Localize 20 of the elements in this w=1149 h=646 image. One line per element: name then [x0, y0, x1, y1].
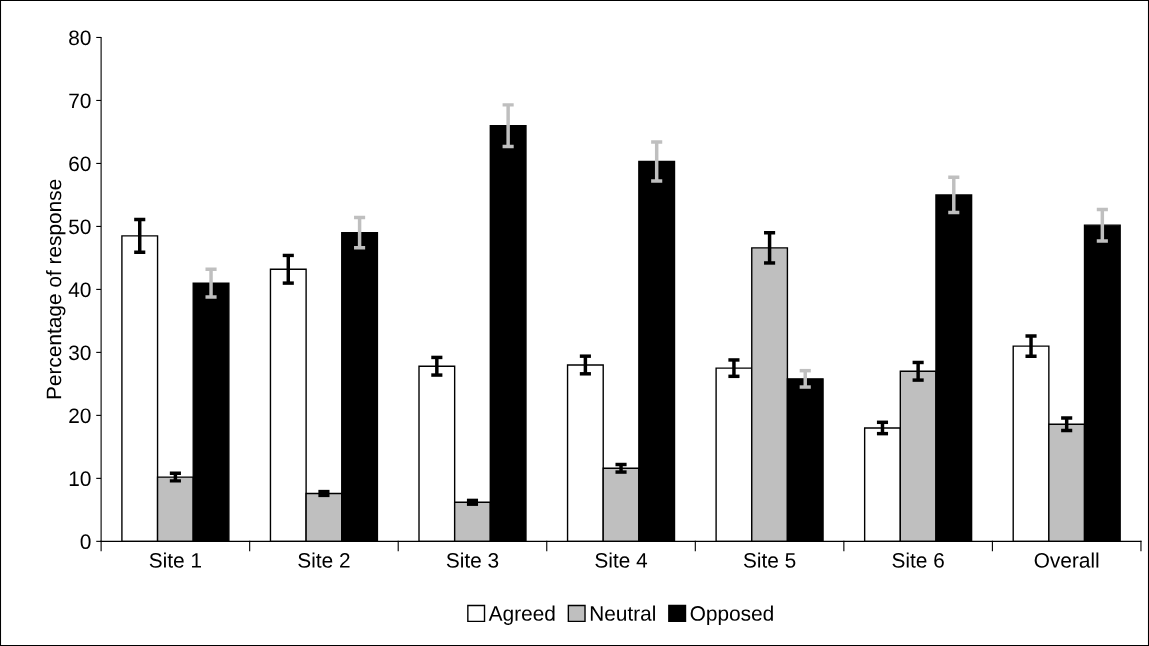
x-tick-label: Site 4 — [595, 552, 648, 568]
y-tick-label: 30 — [69, 345, 91, 361]
x-tick-label: Site 3 — [446, 552, 499, 568]
x-tick-label: Site 6 — [892, 552, 944, 568]
x-tick-label: Overall — [1034, 552, 1099, 568]
x-tick-label: Site 5 — [743, 552, 796, 568]
y-tick-label: 40 — [68, 282, 91, 298]
y-tick-label: 80 — [69, 30, 91, 46]
y-tick-label: 60 — [69, 156, 91, 172]
y-axis-title: Percentage of response — [46, 179, 66, 399]
x-tick-label: Site 2 — [298, 552, 350, 568]
y-tick-label: 70 — [69, 93, 91, 109]
legend-label: Neutral — [590, 605, 655, 621]
x-tick-label: Site 1 — [149, 552, 202, 568]
y-tick-label: 10 — [69, 471, 91, 487]
legend-label: Opposed — [690, 605, 773, 625]
y-tick-label: 0 — [80, 534, 91, 550]
y-tick-label: 20 — [69, 408, 91, 424]
y-tick-label: 50 — [69, 219, 91, 235]
legend-label: Agreed — [488, 605, 555, 625]
